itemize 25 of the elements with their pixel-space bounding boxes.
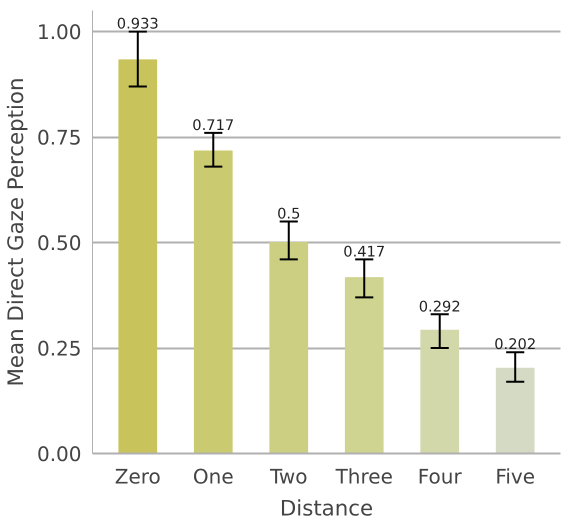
y-tick-label: 1.00	[36, 20, 82, 44]
x-tick-label: One	[192, 464, 234, 488]
bar	[344, 277, 384, 454]
x-tick-label: Zero	[114, 464, 161, 488]
data-label: 0.292	[418, 298, 461, 316]
x-tick-label: Four	[418, 464, 462, 488]
y-tick-label: 0.00	[36, 442, 82, 466]
data-label: 0.417	[343, 243, 386, 260]
data-label: 0.202	[494, 336, 536, 354]
x-tick-label: Two	[269, 464, 308, 488]
bar	[420, 330, 460, 454]
x-axis-title: Distance	[280, 496, 374, 522]
data-label: 0.717	[192, 116, 234, 134]
x-tick-label: Five	[495, 464, 536, 488]
x-tick-label: Three	[334, 464, 393, 488]
bar	[194, 150, 233, 454]
bar	[118, 59, 158, 454]
y-axis-title: Mean Direct Gaze Perception	[4, 77, 29, 386]
bar	[269, 242, 308, 454]
data-label: 0.933	[116, 16, 159, 33]
y-tick-label: 0.75	[36, 126, 82, 150]
bar	[496, 368, 535, 454]
y-tick-label: 0.25	[36, 336, 82, 361]
y-tick-label: 0.50	[36, 231, 82, 256]
data-label: 0.5	[277, 205, 300, 222]
